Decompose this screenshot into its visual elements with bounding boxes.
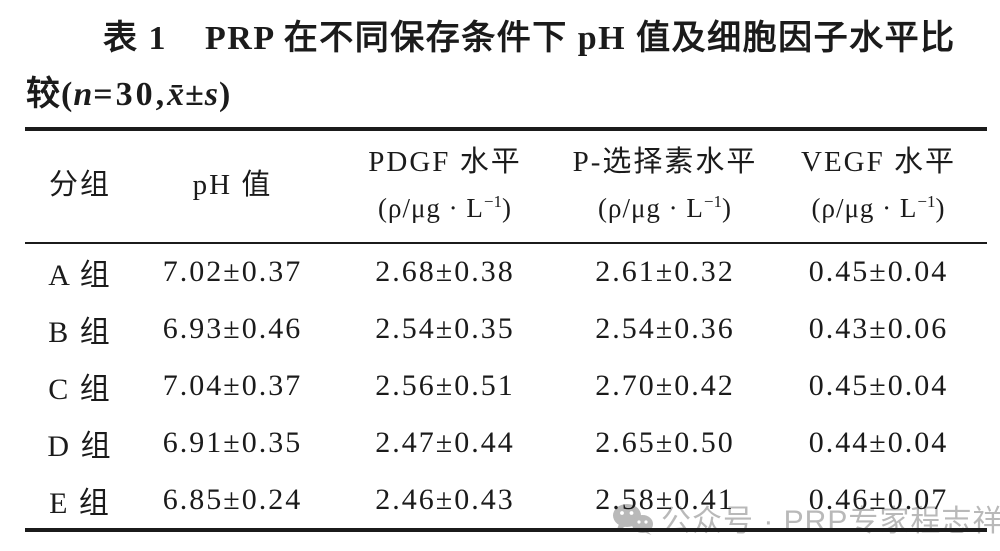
cell-pselectin: 2.58±0.41 bbox=[595, 482, 735, 516]
table-bottom-rule bbox=[25, 528, 987, 532]
caption-n-value: =30, bbox=[93, 76, 168, 113]
cell-group: A 组 bbox=[48, 258, 112, 292]
cell-pdgf: 2.56±0.51 bbox=[375, 368, 515, 402]
header-label: VEGF 水平 bbox=[801, 146, 956, 178]
cell-ph: 7.02±0.37 bbox=[162, 254, 303, 288]
cell-group: C 组 bbox=[48, 372, 112, 406]
table-caption-text: PRP 在不同保存条件下 pH 值及细胞因子水平比 bbox=[205, 20, 956, 57]
cell-pdgf: 2.46±0.43 bbox=[375, 482, 515, 516]
caption-plusminus: ± bbox=[185, 76, 205, 113]
cell-pselectin: 2.54±0.36 bbox=[595, 311, 735, 345]
table-top-rule bbox=[25, 127, 987, 131]
header-cell-pselectin: P-选择素水平 (ρ/μg · L−1) bbox=[560, 128, 770, 242]
cell-vegf: 0.44±0.04 bbox=[808, 425, 949, 459]
header-unit: (ρ/μg · L−1) bbox=[377, 192, 513, 223]
watermark: 公众号 · PRP专家程志祥 bbox=[612, 496, 1000, 540]
table-header-row: 分组 pH 值 PDGF 水平 (ρ/μg · L−1) P-选择素水平 (ρ/… bbox=[25, 128, 987, 242]
cell-group: B 组 bbox=[48, 315, 112, 349]
header-unit: (ρ/μg · L−1) bbox=[811, 192, 946, 223]
cell-group: D 组 bbox=[47, 429, 113, 463]
cell-vegf: 0.45±0.04 bbox=[808, 254, 949, 288]
cell-ph: 7.04±0.37 bbox=[162, 368, 303, 402]
table-caption-line2: 较(n=30,x̄±s) bbox=[26, 66, 231, 115]
cell-pdgf: 2.54±0.35 bbox=[375, 311, 515, 345]
header-label: PDGF 水平 bbox=[368, 146, 522, 178]
cell-vegf: 0.46±0.07 bbox=[808, 482, 949, 516]
header-unit: (ρ/μg · L−1) bbox=[597, 192, 733, 223]
cell-pselectin: 2.65±0.50 bbox=[595, 425, 735, 459]
cell-pdgf: 2.47±0.44 bbox=[375, 425, 515, 459]
cell-ph: 6.85±0.24 bbox=[162, 482, 303, 516]
cell-vegf: 0.45±0.04 bbox=[808, 368, 949, 402]
cell-vegf: 0.43±0.06 bbox=[808, 311, 949, 345]
watermark-text: 公众号 · PRP专家程志祥 bbox=[661, 505, 1000, 538]
caption-prefix: 较( bbox=[26, 76, 74, 113]
table-number: 表 1 bbox=[103, 20, 167, 57]
header-cell-ph: pH 值 bbox=[135, 128, 330, 242]
cell-pselectin: 2.61±0.32 bbox=[595, 254, 735, 288]
table-body: A 组 7.02±0.37 2.68±0.38 2.61±0.32 0.45±0… bbox=[25, 243, 987, 528]
caption-close-paren: ) bbox=[219, 76, 232, 113]
table-header-rule bbox=[25, 242, 987, 244]
cell-pdgf: 2.68±0.38 bbox=[375, 254, 515, 288]
caption-xbar-symbol: x̄ bbox=[167, 76, 186, 113]
caption-n-symbol: n bbox=[73, 76, 94, 113]
table-caption-line1: 表 1 PRP 在不同保存条件下 pH 值及细胞因子水平比 bbox=[103, 10, 956, 59]
cell-pselectin: 2.70±0.42 bbox=[595, 368, 735, 402]
header-label: 分组 bbox=[48, 169, 111, 201]
header-cell-vegf: VEGF 水平 (ρ/μg · L−1) bbox=[770, 128, 987, 242]
cell-ph: 6.91±0.35 bbox=[162, 425, 303, 459]
caption-s-symbol: s bbox=[204, 76, 220, 113]
cell-group: E 组 bbox=[49, 486, 111, 520]
header-label: P-选择素水平 bbox=[572, 146, 758, 178]
header-cell-pdgf: PDGF 水平 (ρ/μg · L−1) bbox=[330, 128, 560, 242]
header-label: pH 值 bbox=[192, 169, 273, 201]
header-cell-group: 分组 bbox=[25, 128, 135, 242]
cell-ph: 6.93±0.46 bbox=[162, 311, 303, 345]
